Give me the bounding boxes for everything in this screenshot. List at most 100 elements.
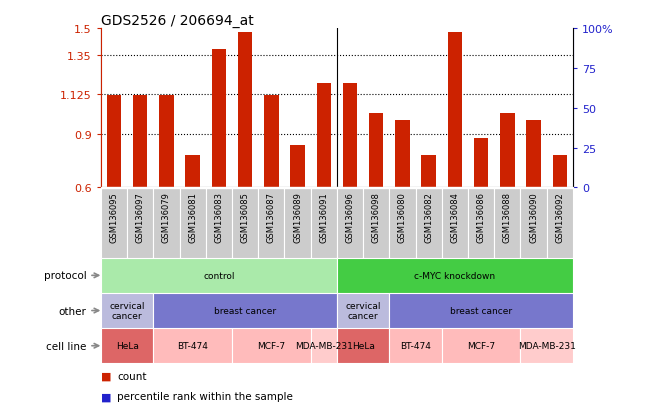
Bar: [186, 156, 200, 188]
Bar: [101, 328, 154, 363]
Text: GDS2526 / 206694_at: GDS2526 / 206694_at: [101, 14, 254, 28]
Text: count: count: [117, 371, 146, 381]
Text: cell line: cell line: [46, 341, 87, 351]
Bar: [389, 328, 442, 363]
Text: c-MYC knockdown: c-MYC knockdown: [414, 271, 495, 280]
Bar: [337, 258, 573, 293]
Bar: [442, 328, 520, 363]
Text: control: control: [203, 271, 234, 280]
Bar: [290, 145, 305, 188]
Text: MCF-7: MCF-7: [467, 342, 495, 350]
Point: [266, 76, 277, 83]
Bar: [258, 188, 284, 258]
Bar: [369, 114, 383, 188]
Text: breast cancer: breast cancer: [214, 306, 276, 315]
Bar: [520, 328, 573, 363]
Point: [555, 142, 565, 148]
Point: [187, 145, 198, 152]
Point: [423, 143, 434, 150]
Text: GSM136085: GSM136085: [241, 191, 249, 242]
Text: GSM136095: GSM136095: [109, 191, 118, 242]
Bar: [154, 328, 232, 363]
Bar: [232, 188, 258, 258]
Bar: [311, 188, 337, 258]
Text: GSM136096: GSM136096: [346, 191, 355, 242]
Bar: [363, 188, 389, 258]
Bar: [474, 138, 488, 188]
Bar: [212, 50, 226, 188]
Bar: [337, 293, 389, 328]
Bar: [101, 258, 337, 293]
Bar: [180, 188, 206, 258]
Bar: [232, 328, 311, 363]
Point: [345, 67, 355, 74]
Point: [161, 76, 172, 83]
Bar: [468, 188, 494, 258]
Text: GSM136082: GSM136082: [424, 191, 433, 242]
Text: BT-474: BT-474: [177, 342, 208, 350]
Point: [135, 74, 145, 80]
Bar: [527, 121, 541, 188]
Text: BT-474: BT-474: [400, 342, 431, 350]
Text: HeLa: HeLa: [116, 342, 139, 350]
Text: GSM136091: GSM136091: [319, 191, 328, 242]
Bar: [316, 84, 331, 188]
Bar: [389, 188, 415, 258]
Text: GSM136097: GSM136097: [136, 191, 145, 242]
Bar: [343, 84, 357, 188]
Text: breast cancer: breast cancer: [450, 306, 512, 315]
Bar: [206, 188, 232, 258]
Text: GSM136089: GSM136089: [293, 191, 302, 242]
Bar: [154, 293, 337, 328]
Bar: [101, 188, 127, 258]
Bar: [133, 96, 147, 188]
Bar: [395, 121, 409, 188]
Bar: [337, 188, 363, 258]
Bar: [238, 33, 253, 188]
Text: cervical
cancer: cervical cancer: [109, 301, 145, 320]
Text: GSM136087: GSM136087: [267, 191, 276, 242]
Bar: [500, 114, 514, 188]
Bar: [442, 188, 468, 258]
Text: GSM136079: GSM136079: [162, 191, 171, 242]
Bar: [311, 328, 337, 363]
Point: [240, 45, 251, 51]
Text: GSM136088: GSM136088: [503, 191, 512, 242]
Text: GSM136083: GSM136083: [214, 191, 223, 242]
Text: ■: ■: [101, 392, 111, 401]
Point: [292, 137, 303, 143]
Bar: [389, 293, 573, 328]
Point: [529, 118, 539, 124]
Point: [397, 105, 408, 112]
Text: MDA-MB-231: MDA-MB-231: [295, 342, 353, 350]
Bar: [520, 188, 547, 258]
Text: GSM136086: GSM136086: [477, 191, 486, 242]
Text: protocol: protocol: [44, 271, 87, 281]
Text: percentile rank within the sample: percentile rank within the sample: [117, 392, 293, 401]
Text: GSM136098: GSM136098: [372, 191, 381, 242]
Bar: [494, 188, 520, 258]
Bar: [101, 293, 154, 328]
Bar: [284, 188, 311, 258]
Bar: [159, 96, 174, 188]
Text: GSM136081: GSM136081: [188, 191, 197, 242]
Bar: [421, 156, 436, 188]
Point: [450, 41, 460, 48]
Bar: [448, 33, 462, 188]
Point: [109, 65, 119, 72]
Text: GSM136084: GSM136084: [450, 191, 460, 242]
Bar: [553, 156, 567, 188]
Bar: [154, 188, 180, 258]
Point: [502, 112, 512, 118]
Text: cervical
cancer: cervical cancer: [346, 301, 381, 320]
Point: [476, 105, 486, 112]
Bar: [107, 96, 121, 188]
Text: other: other: [59, 306, 87, 316]
Point: [214, 41, 224, 48]
Bar: [415, 188, 442, 258]
Text: HeLa: HeLa: [352, 342, 374, 350]
Text: GSM136090: GSM136090: [529, 191, 538, 242]
Text: ■: ■: [101, 371, 111, 381]
Text: GSM136092: GSM136092: [555, 191, 564, 242]
Text: MCF-7: MCF-7: [257, 342, 285, 350]
